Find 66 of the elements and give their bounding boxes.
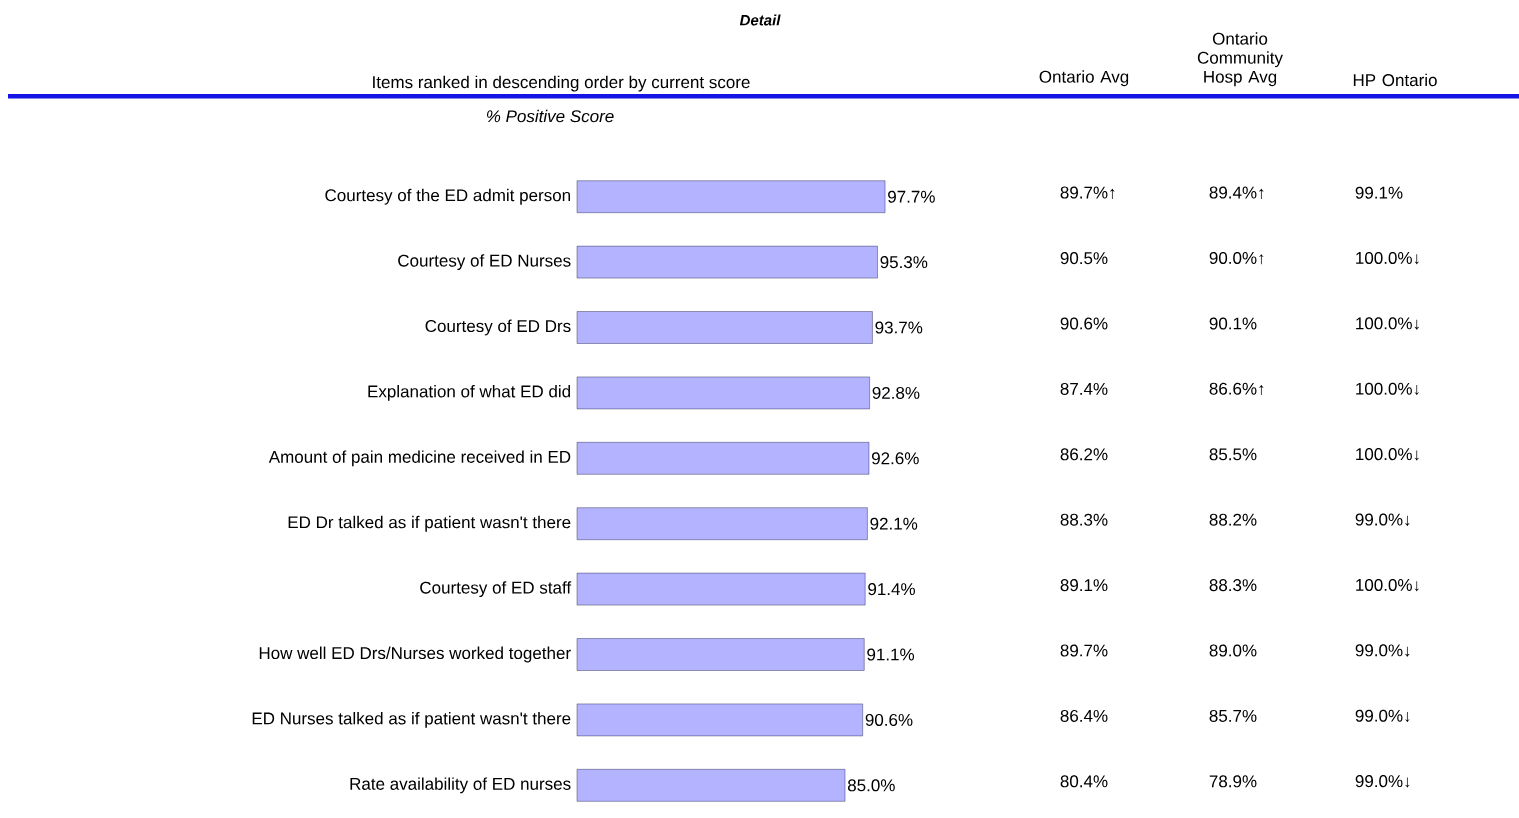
data-label: 85.0% bbox=[847, 779, 895, 792]
y-tick-label: Courtesy of the ED admit person bbox=[325, 188, 570, 205]
text: 87.4% bbox=[1060, 382, 1108, 395]
y-tick-label: Courtesy of ED Drs bbox=[425, 319, 571, 336]
bar bbox=[576, 638, 865, 671]
text: 89.4%↑ bbox=[1209, 186, 1264, 199]
data-label: 97.7% bbox=[888, 190, 935, 203]
x-axis-title: % Positive Score bbox=[486, 109, 614, 123]
y-tick-label: Rate availability of ED nurses bbox=[350, 777, 571, 794]
text: 78.9% bbox=[1209, 775, 1257, 788]
text: 89.1% bbox=[1060, 579, 1108, 592]
data-label: 92.8% bbox=[872, 386, 920, 399]
y-tick-label: Courtesy of ED staff bbox=[420, 581, 572, 598]
text: 100.0%↓ bbox=[1356, 251, 1419, 265]
text: Ontario Community Hosp Avg bbox=[1197, 32, 1283, 87]
text: HP Ontario bbox=[1353, 73, 1437, 87]
text: 99.1% bbox=[1355, 186, 1403, 199]
text: 86.6%↑ bbox=[1209, 382, 1264, 396]
text: 88.3% bbox=[1060, 513, 1108, 526]
text: 86.2% bbox=[1060, 448, 1108, 461]
data-label: 90.6% bbox=[865, 713, 913, 726]
text: 99.0%↓ bbox=[1355, 644, 1410, 657]
y-tick-label: Explanation of what ED did bbox=[368, 385, 571, 401]
text: 100.0%↓ bbox=[1356, 382, 1419, 396]
bar bbox=[576, 703, 863, 737]
y-tick-label: Courtesy of ED Nurses bbox=[398, 254, 571, 271]
text: 85.5% bbox=[1209, 448, 1257, 461]
text: 85.7% bbox=[1209, 709, 1257, 722]
text: 80.4% bbox=[1060, 775, 1108, 788]
y-tick-label: How well ED Drs/Nurses worked together bbox=[259, 646, 571, 663]
text: 100.0%↓ bbox=[1356, 578, 1419, 592]
data-label: 95.3% bbox=[880, 256, 928, 269]
bar bbox=[576, 376, 870, 410]
bar bbox=[576, 442, 870, 475]
text: Ontario Avg bbox=[1039, 70, 1129, 87]
text: 99.0%↓ bbox=[1355, 513, 1410, 526]
bar bbox=[576, 769, 846, 802]
chart-title: Detail bbox=[739, 14, 781, 26]
chart-subtitle: Items ranked in descending order by current score bbox=[373, 75, 750, 92]
text: 100.0%↓ bbox=[1356, 448, 1419, 461]
bar bbox=[576, 507, 868, 540]
text: 89.0% bbox=[1209, 644, 1257, 657]
data-label: 93.7% bbox=[875, 321, 923, 334]
text: 86.4% bbox=[1060, 709, 1108, 722]
y-tick-label: Amount of pain medicine received in ED bbox=[268, 450, 571, 467]
y-tick-label: ED Nurses talked as if patient wasn't there bbox=[252, 712, 571, 728]
bar bbox=[576, 245, 878, 279]
text: 90.1% bbox=[1209, 317, 1257, 330]
bar bbox=[576, 311, 873, 344]
text: 99.0%↓ bbox=[1355, 775, 1410, 788]
text: 90.5% bbox=[1060, 252, 1108, 265]
text: 90.6% bbox=[1060, 317, 1108, 330]
data-label: 92.1% bbox=[870, 517, 918, 530]
text: 88.3% bbox=[1209, 579, 1257, 592]
text: 99.0%↓ bbox=[1355, 709, 1410, 723]
text: 88.2% bbox=[1209, 513, 1257, 526]
text: 100.0%↓ bbox=[1356, 317, 1419, 330]
data-label: 91.4% bbox=[868, 583, 915, 596]
text: 89.7% bbox=[1060, 644, 1108, 657]
text: 89.7%↑ bbox=[1060, 186, 1115, 199]
data-label: 91.1% bbox=[867, 648, 915, 661]
data-label: 92.6% bbox=[871, 452, 919, 465]
bar bbox=[576, 572, 866, 606]
y-tick-label: ED Dr talked as if patient wasn't there bbox=[288, 515, 571, 532]
bar bbox=[576, 180, 886, 213]
text: 90.0%↑ bbox=[1209, 251, 1264, 265]
